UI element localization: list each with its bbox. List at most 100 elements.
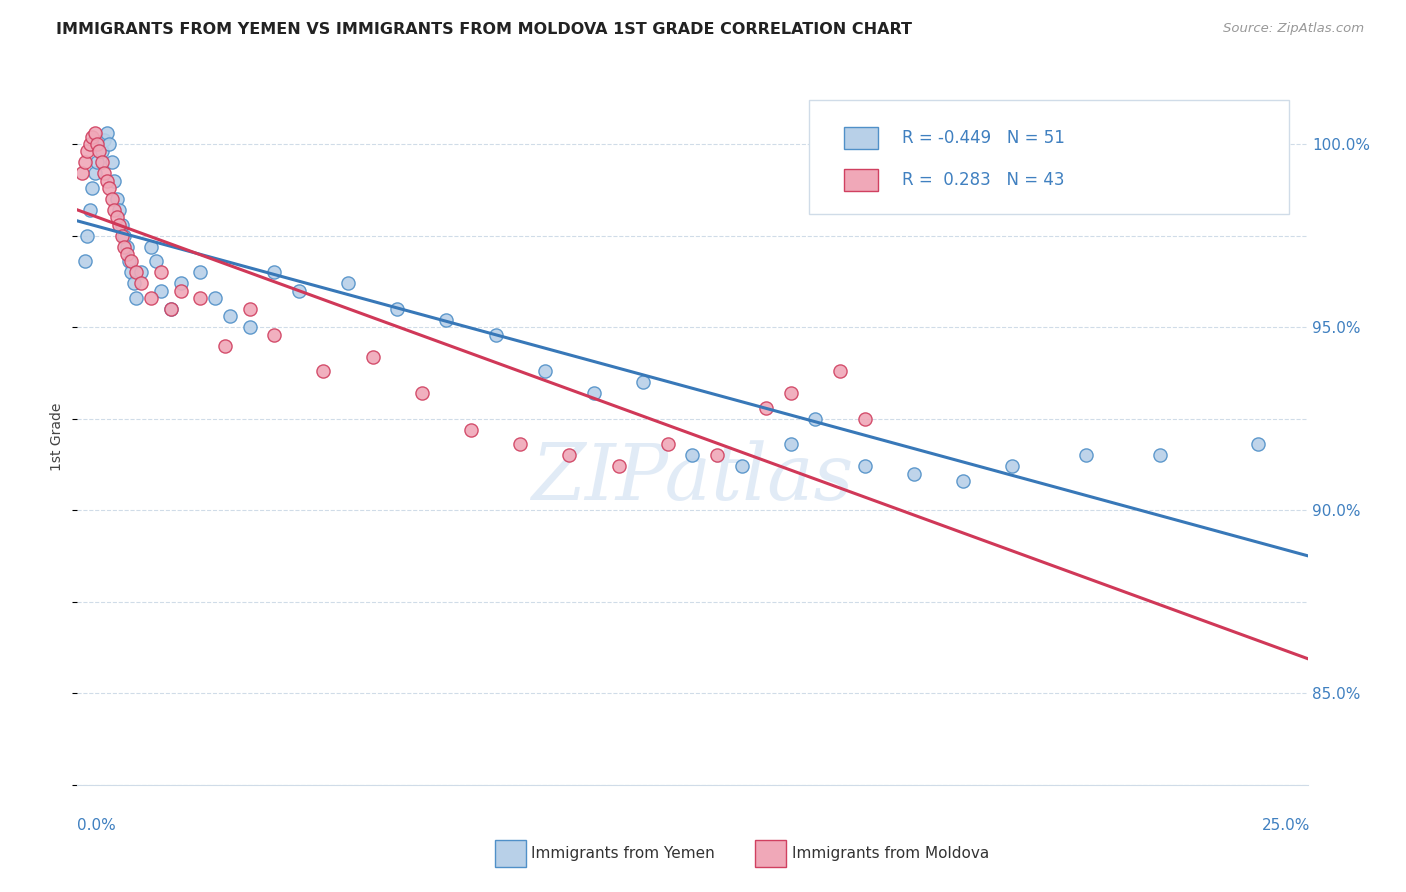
Point (1076, 449, 1098, 463)
Point (853, 411, 876, 425)
Text: Immigrants from Yemen: Immigrants from Yemen (531, 847, 716, 861)
Point (141, 240, 163, 254)
Point (460, 423, 482, 437)
Point (145, 254, 167, 268)
Point (76, 145, 98, 159)
Point (1001, 459, 1024, 474)
Point (93, 133, 115, 147)
Point (706, 449, 728, 463)
Point (170, 277, 193, 291)
Point (108, 202, 131, 217)
Point (312, 364, 335, 378)
Point (79, 202, 101, 217)
Point (108, 218, 131, 232)
Point (952, 474, 974, 488)
Point (112, 240, 135, 254)
Point (780, 386, 803, 401)
Point (112, 228, 135, 243)
Point (125, 291, 148, 305)
Point (90, 155, 114, 169)
Point (607, 459, 630, 474)
Point (633, 375, 655, 389)
Point (780, 437, 803, 451)
Point (122, 277, 145, 291)
Point (86, 155, 108, 169)
Point (93, 166, 115, 180)
Bar (844, 169, 879, 191)
Point (731, 459, 754, 474)
Point (101, 155, 124, 169)
Point (170, 284, 193, 298)
Point (288, 284, 311, 298)
Point (387, 301, 409, 316)
Point (682, 449, 704, 463)
Point (150, 284, 173, 298)
Text: ZIPatlas: ZIPatlas (531, 441, 853, 517)
Point (239, 301, 262, 316)
Point (90, 145, 114, 159)
Text: R = -0.449   N = 51: R = -0.449 N = 51 (901, 129, 1064, 147)
Point (70, 166, 93, 180)
Point (131, 277, 153, 291)
Point (239, 320, 262, 334)
Point (103, 174, 125, 188)
Text: 0.0%: 0.0% (77, 818, 117, 832)
Point (82, 129, 104, 144)
Point (125, 265, 148, 279)
Point (121, 254, 143, 268)
Point (83, 166, 105, 180)
FancyBboxPatch shape (810, 100, 1289, 214)
Point (214, 338, 236, 352)
Point (361, 350, 384, 364)
Point (73, 254, 96, 268)
Point (558, 449, 581, 463)
Point (337, 277, 360, 291)
Text: IMMIGRANTS FROM YEMEN VS IMMIGRANTS FROM MOLDOVA 1ST GRADE CORRELATION CHART: IMMIGRANTS FROM YEMEN VS IMMIGRANTS FROM… (56, 22, 912, 37)
Point (118, 254, 141, 268)
Point (98, 137, 121, 152)
Text: Source: ZipAtlas.com: Source: ZipAtlas.com (1223, 22, 1364, 36)
Point (204, 291, 226, 305)
Point (86, 137, 108, 152)
Point (263, 265, 285, 279)
Point (79, 137, 101, 152)
Point (583, 386, 606, 401)
Point (89, 145, 111, 159)
Point (853, 459, 876, 474)
Point (150, 265, 173, 279)
Point (82, 181, 104, 195)
Point (485, 327, 508, 342)
Point (96, 174, 118, 188)
Point (98, 181, 121, 195)
Point (141, 291, 163, 305)
Point (804, 411, 827, 425)
Point (160, 301, 183, 316)
Point (105, 192, 128, 206)
Point (115, 240, 138, 254)
Point (509, 437, 531, 451)
Text: 25.0%: 25.0% (1263, 818, 1310, 832)
Point (263, 327, 285, 342)
Point (1149, 449, 1171, 463)
Point (73, 155, 96, 169)
Point (105, 211, 128, 225)
Point (534, 364, 557, 378)
Point (83, 126, 105, 140)
Text: R =  0.283   N = 43: R = 0.283 N = 43 (901, 170, 1064, 188)
Point (96, 126, 118, 140)
Text: Immigrants from Moldova: Immigrants from Moldova (792, 847, 988, 861)
Y-axis label: 1st Grade: 1st Grade (51, 403, 65, 471)
Point (830, 364, 852, 378)
Point (903, 467, 925, 481)
Point (121, 265, 143, 279)
Point (219, 310, 242, 324)
Point (755, 401, 778, 415)
Point (411, 386, 433, 401)
Point (190, 291, 212, 305)
Point (131, 265, 153, 279)
Point (111, 218, 134, 232)
Point (436, 313, 458, 327)
Point (103, 202, 125, 217)
Point (1247, 437, 1270, 451)
Point (190, 265, 212, 279)
